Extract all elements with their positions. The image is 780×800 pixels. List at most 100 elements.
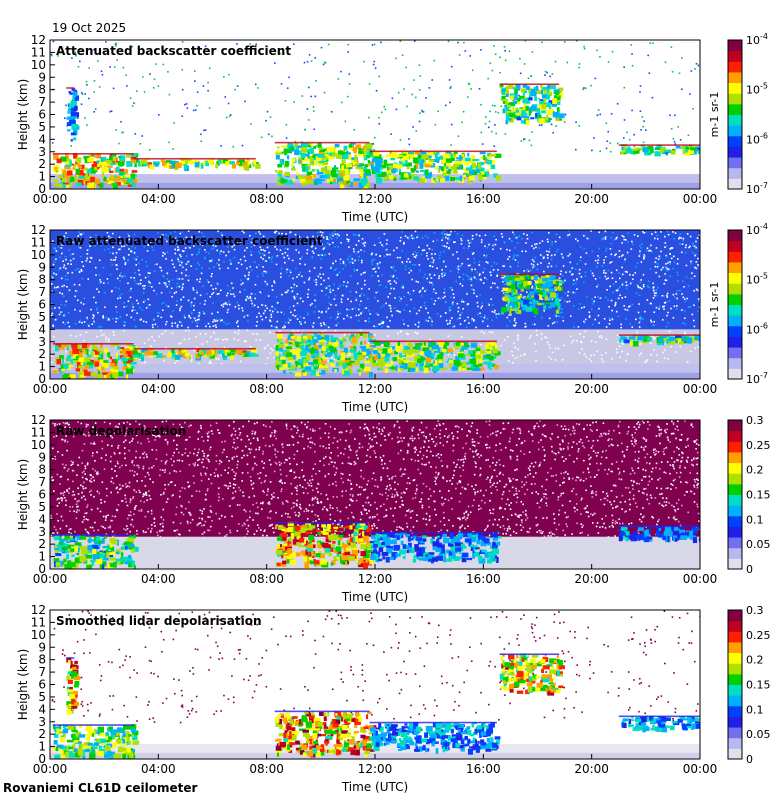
cloud-cell [376,177,383,184]
cloud-cell [337,178,344,184]
cloud-cell [69,182,73,187]
cloud-cell [514,308,518,312]
cloud-cell [76,344,82,347]
cloud-cell [64,534,70,540]
colorbar-segment [728,483,742,495]
cloud-cell [478,556,483,561]
cloud-cell [72,348,80,355]
cloud-cell [83,369,88,376]
cloud-cell [73,164,77,168]
colorbar-segment [728,167,742,179]
cloud-cell [132,346,135,351]
cloud-cell [150,351,154,356]
cloud-cell [507,302,510,308]
cloud-cell [641,334,645,341]
cloud-cell [509,677,512,683]
cloud-cell [540,89,544,95]
cloud-cell [667,535,670,542]
cloud-cell [367,543,373,549]
cloud-cell [128,734,132,737]
cloud-cell [402,350,409,353]
cloud-cell [67,671,74,675]
cloud-cell [301,533,309,537]
cloud-cell [126,178,134,183]
cloud-cell [328,534,335,541]
cloud-cell [75,738,78,743]
colorbar-segment [728,663,742,675]
cloud-cell [360,178,368,184]
cloud-cell [670,150,676,155]
cloud-cell [153,163,159,167]
cloud-cell [540,291,547,297]
cloud-cell [318,159,324,164]
colorbar-label: 10-5 [746,82,768,97]
cloud-cell [667,340,675,345]
cloud-cell [415,746,419,752]
cloud-cell [664,151,669,154]
cloud-cell [333,526,339,529]
cloud-cell [528,676,533,682]
cloud-cell [534,662,538,665]
cloud-cell [86,724,92,731]
cloud-cell [162,160,166,167]
cloud-cell [329,152,335,158]
cloud-cell [351,717,356,722]
cloud-cell [528,296,531,300]
cloud-cell [280,562,287,567]
cloud-cell [276,149,280,155]
cloud-cell [686,715,692,719]
cloud-cell [381,353,388,357]
cloud-cell [130,173,136,180]
cloud-cell [526,682,533,687]
cloud-cell [306,560,312,564]
cloud-cell [106,160,112,164]
cloud-cell [464,538,472,543]
cloud-cell [471,162,477,166]
cloud-cell [300,179,306,183]
cloud-cell [277,552,283,557]
cloud-cell [532,307,538,312]
cloud-cell [507,276,513,280]
cloud-cell [555,309,560,314]
cloud-cell [317,721,323,727]
cloud-cell [359,173,364,177]
cloud-cell [385,738,392,742]
cloud-cell [423,367,429,374]
cloud-cell [307,542,311,545]
cloud-cell [355,743,360,749]
cloud-cell [129,754,134,759]
cloud-cell [363,152,367,158]
cloud-cell [302,371,307,376]
cloud-cell [448,167,452,172]
colorbar-unit: m-1 sr-1 [708,282,721,328]
cloud-cell [516,114,522,121]
cloud-cell [297,145,301,149]
cloud-cell [276,544,280,550]
cloud-cell [306,175,313,180]
cloud-cell [345,746,351,751]
cloud-cell [360,544,367,550]
cloud-cell [658,727,663,733]
cloud-cell [346,556,354,560]
y-tick-label: 0 [38,752,46,766]
cloud-cell [526,662,533,668]
cloud-cell [59,749,65,754]
cloud-cell [370,556,376,561]
cloud-cell [301,143,309,147]
cloud-cell [464,743,470,747]
cloud-cell [483,361,490,365]
cloud-cell [541,105,547,109]
cloud-cell [278,179,283,182]
cloud-cell [93,354,99,358]
cloud-cell [331,544,335,548]
y-tick-label: 6 [38,108,46,122]
cloud-cell [332,153,338,157]
cloud-cell [66,708,72,715]
cloud-cell [545,275,552,278]
cloud-cell [305,712,312,717]
cloud-cell [348,739,355,745]
cloud-cell [229,355,234,360]
cloud-cell [125,374,129,379]
cloud-cell [530,105,537,111]
cloud-cell [283,364,290,369]
